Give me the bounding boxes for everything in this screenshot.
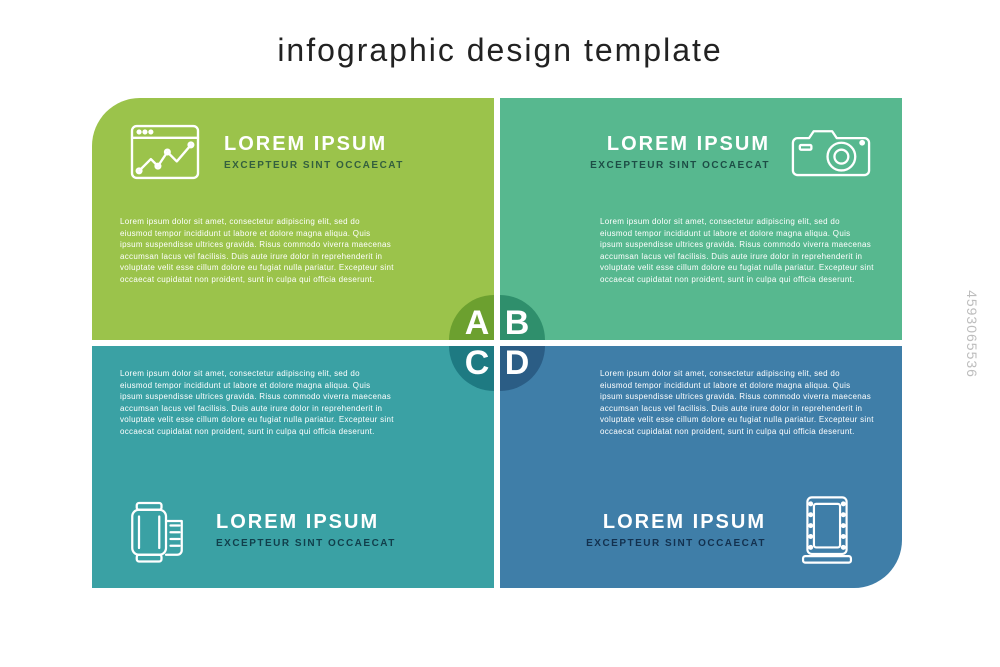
- badge-b-letter: B: [505, 304, 530, 341]
- panel-d-body: Lorem ipsum dolor sit amet, consectetur …: [600, 368, 874, 438]
- panel-d-heading: LOREM IPSUM: [603, 511, 766, 534]
- panel-grid: LOREM IPSUM EXCEPTEUR SINT OCCAECAT Lore…: [92, 98, 902, 588]
- panel-b-body: Lorem ipsum dolor sit amet, consectetur …: [600, 216, 874, 286]
- panel-a-heading: LOREM IPSUM: [224, 133, 404, 156]
- film-roll-icon: [114, 494, 200, 566]
- badge-c: C: [449, 346, 494, 391]
- badge-a-letter: A: [465, 304, 490, 341]
- panel-a-header: LOREM IPSUM EXCEPTEUR SINT OCCAECAT: [92, 98, 494, 188]
- panel-d: Lorem ipsum dolor sit amet, consectetur …: [500, 346, 902, 588]
- photo-camera-icon: [788, 116, 874, 188]
- histogram-window-icon: [122, 116, 208, 188]
- badge-d-letter: D: [505, 346, 530, 383]
- panel-b-header: LOREM IPSUM EXCEPTEUR SINT OCCAECAT: [500, 98, 902, 188]
- badge-c-letter: C: [465, 346, 490, 383]
- panel-c-header: LOREM IPSUM EXCEPTEUR SINT OCCAECAT: [92, 494, 494, 566]
- panel-b: LOREM IPSUM EXCEPTEUR SINT OCCAECAT Lore…: [500, 98, 902, 340]
- panel-b-subheading: EXCEPTEUR SINT OCCAECAT: [590, 160, 770, 171]
- panel-b-heading: LOREM IPSUM: [607, 133, 770, 156]
- infographic-stage: infographic design template LOREM IPSUM …: [0, 0, 1000, 667]
- panel-c: Lorem ipsum dolor sit amet, consectetur …: [92, 346, 494, 588]
- badge-b: B: [500, 295, 545, 340]
- panel-c-heading: LOREM IPSUM: [216, 511, 396, 534]
- badge-d: D: [500, 346, 545, 391]
- page-title: infographic design template: [0, 32, 1000, 69]
- panel-d-header: LOREM IPSUM EXCEPTEUR SINT OCCAECAT: [500, 494, 902, 566]
- badge-a: A: [449, 295, 494, 340]
- panel-a-body: Lorem ipsum dolor sit amet, consectetur …: [120, 216, 394, 286]
- panel-c-body: Lorem ipsum dolor sit amet, consectetur …: [120, 368, 394, 438]
- panel-a-subheading: EXCEPTEUR SINT OCCAECAT: [224, 160, 404, 171]
- watermark-text: 4593065536: [964, 290, 980, 378]
- panel-a: LOREM IPSUM EXCEPTEUR SINT OCCAECAT Lore…: [92, 98, 494, 340]
- vanity-mirror-icon: [784, 494, 870, 566]
- panel-c-subheading: EXCEPTEUR SINT OCCAECAT: [216, 538, 396, 549]
- panel-d-subheading: EXCEPTEUR SINT OCCAECAT: [586, 538, 766, 549]
